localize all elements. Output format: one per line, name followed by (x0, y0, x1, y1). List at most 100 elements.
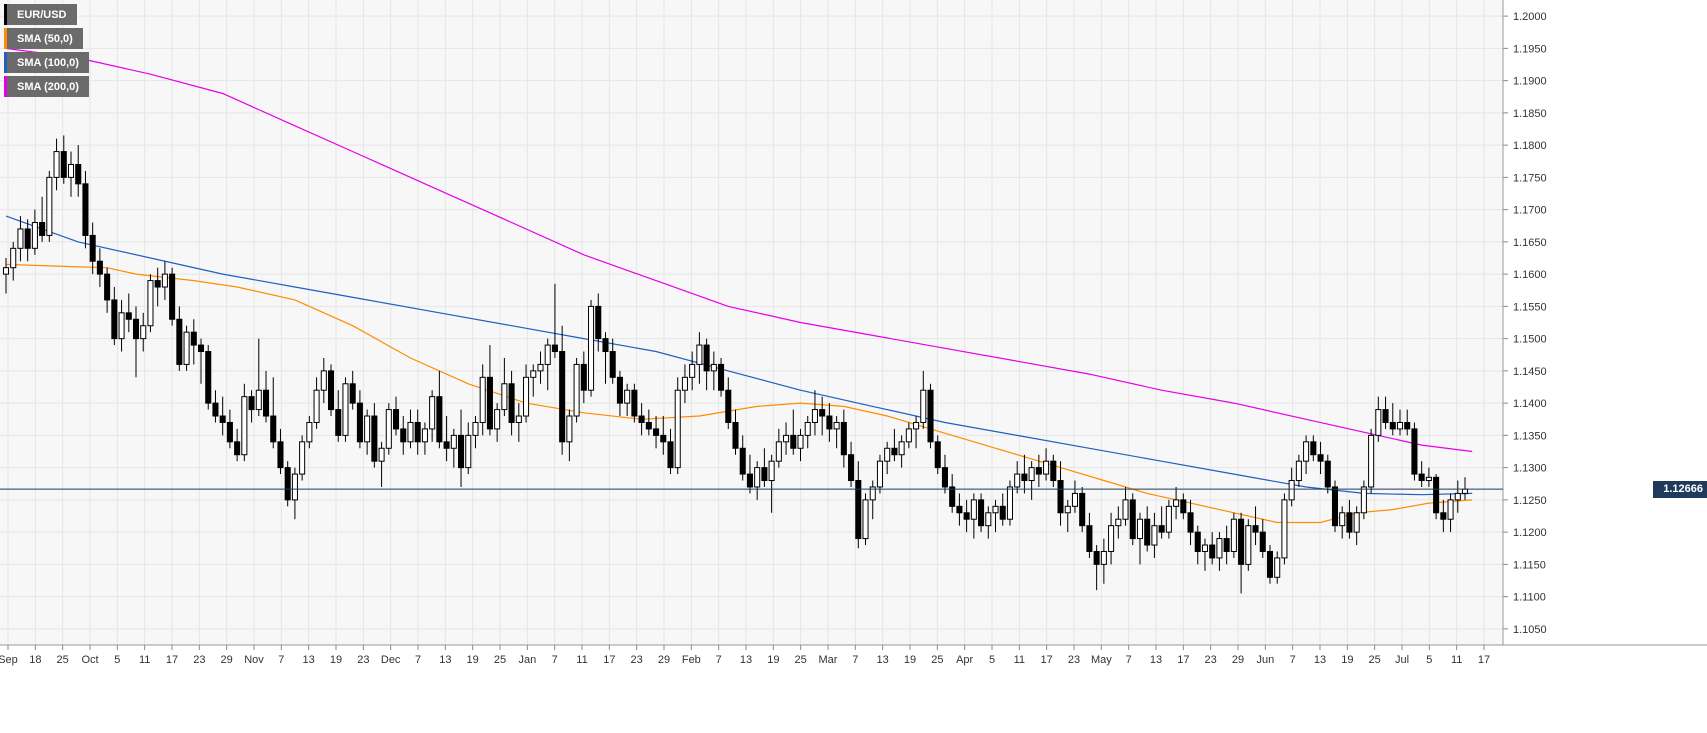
x-tick-label: Jul (1395, 654, 1409, 666)
x-tick-label: 23 (193, 654, 205, 666)
candle-body (458, 434, 465, 469)
y-tick-label: 1.1050 (1513, 624, 1547, 636)
candle-body (1144, 518, 1151, 546)
y-tick-label: 1.1650 (1513, 237, 1547, 249)
y-tick-label: 1.1950 (1513, 43, 1547, 55)
candle-body (949, 486, 956, 507)
legend-item-sma50[interactable]: SMA (50,0) (4, 28, 83, 49)
candle-body (1317, 454, 1324, 462)
legend-item-eurusd[interactable]: EUR/USD (4, 4, 77, 25)
candle-body (1043, 460, 1050, 475)
candle-body (197, 344, 205, 353)
candle-body (797, 434, 804, 449)
candle-body (161, 273, 168, 288)
candle-body (486, 376, 493, 430)
candle-body (53, 151, 60, 178)
legend-swatch-sma200 (4, 76, 7, 97)
candle-body (537, 363, 544, 372)
candle-body (631, 389, 638, 417)
candle-body (67, 163, 75, 178)
legend-item-sma100[interactable]: SMA (100,0) (4, 52, 89, 73)
candle-body (624, 389, 631, 404)
candle-body (46, 176, 53, 236)
x-tick-label: 7 (1290, 654, 1296, 666)
candle-body (342, 383, 349, 436)
x-tick-label: 17 (1478, 654, 1490, 666)
candle-body (10, 247, 17, 269)
candle-body (414, 421, 421, 443)
y-tick-label: 1.1800 (1513, 140, 1547, 152)
candle-body (566, 415, 573, 443)
candle-body (501, 383, 508, 411)
candle-body (1259, 531, 1266, 552)
candle-body (1339, 512, 1346, 527)
candle-body (1079, 492, 1086, 527)
candle-body (588, 305, 595, 391)
candle-body (1418, 473, 1425, 482)
candle-body (132, 318, 140, 340)
x-tick-label: 5 (1426, 654, 1432, 666)
candle-body (1100, 550, 1107, 565)
candle-body (1035, 467, 1042, 475)
candle-body (920, 389, 927, 423)
candle-body (645, 421, 652, 430)
candle-body (905, 428, 912, 443)
candle-body (638, 415, 645, 423)
candle-body (544, 344, 551, 365)
legend-label-sma100: SMA (100,0) (17, 56, 79, 69)
candle-body (732, 421, 739, 449)
candle-body (277, 441, 284, 469)
legend-swatch-sma50 (4, 28, 7, 49)
x-tick-label: 13 (303, 654, 315, 666)
candle-body (313, 389, 320, 423)
candle-body (551, 344, 558, 353)
x-tick-label: Sep (0, 654, 18, 666)
x-tick-label: 7 (278, 654, 284, 666)
candle-body (826, 415, 833, 430)
x-tick-label: 17 (1041, 654, 1053, 666)
x-tick-label: 11 (139, 654, 150, 666)
candle-body (956, 505, 963, 514)
candle-body (82, 183, 89, 236)
candle-body (1404, 421, 1411, 430)
candle-body (371, 415, 378, 462)
candle-body (393, 409, 400, 430)
legend-swatch-eurusd (4, 4, 7, 25)
candle-body (595, 305, 602, 340)
candle-body (1086, 525, 1093, 552)
legend-item-sma200[interactable]: SMA (200,0) (4, 76, 89, 97)
y-tick-label: 1.1600 (1513, 269, 1547, 281)
candle-body (494, 409, 501, 430)
x-tick-label: 5 (114, 654, 120, 666)
candle-body (1165, 505, 1172, 533)
candle-body (1028, 467, 1035, 482)
candle-body (154, 280, 161, 288)
x-tick-label: Dec (381, 654, 401, 666)
candle-body (39, 222, 46, 236)
plot-background (0, 0, 1503, 645)
candle-body (147, 280, 154, 327)
x-tick-label: 25 (1369, 654, 1381, 666)
candle-body (1324, 460, 1331, 488)
candle-body (689, 363, 696, 378)
candle-body (573, 363, 580, 417)
y-tick-label: 1.1100 (1513, 592, 1546, 604)
candle-body (681, 376, 688, 391)
candle-body (884, 447, 891, 462)
candle-body (1122, 499, 1129, 520)
x-tick-label: 7 (1126, 654, 1132, 666)
candle-body (1050, 460, 1057, 482)
candle-body (378, 447, 385, 462)
x-tick-label: 13 (439, 654, 451, 666)
candle-body (183, 331, 190, 365)
candle-body (653, 428, 660, 436)
x-tick-label: Mar (819, 654, 838, 666)
y-tick-label: 1.1750 (1513, 172, 1547, 184)
candle-body (1173, 499, 1180, 507)
candle-body (226, 421, 233, 443)
candle-body (1382, 409, 1389, 423)
candle-body (176, 318, 183, 365)
candle-body (1425, 476, 1432, 482)
candle-body (855, 480, 862, 540)
candle-body (811, 409, 818, 423)
